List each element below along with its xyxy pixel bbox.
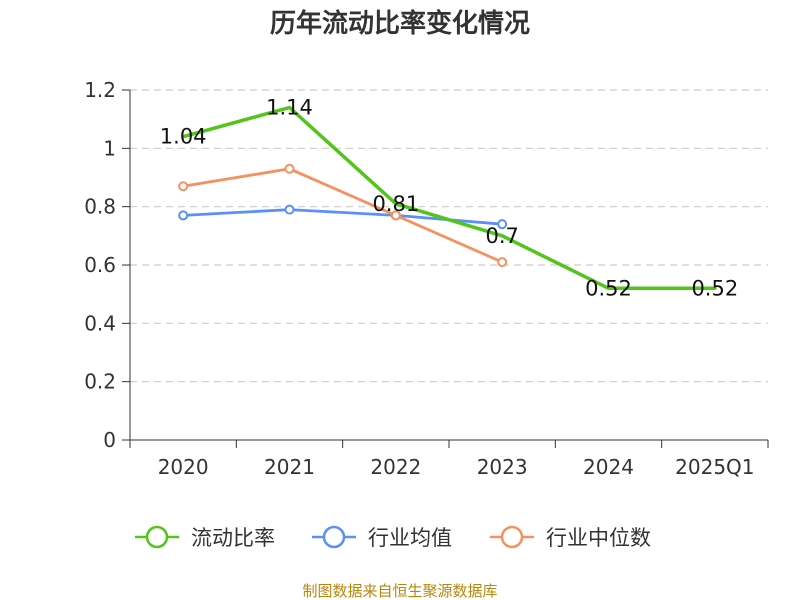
legend-marker bbox=[145, 525, 169, 549]
legend: 流动比率 行业均值 行业中位数 bbox=[135, 525, 651, 550]
data-point bbox=[497, 219, 508, 230]
y-tick-label: 0.8 bbox=[84, 195, 116, 219]
y-tick-label: 0.2 bbox=[84, 370, 116, 394]
y-tick-label: 0 bbox=[103, 428, 116, 452]
grid-lines bbox=[130, 89, 768, 383]
data-point bbox=[178, 210, 189, 221]
data-point bbox=[284, 163, 295, 174]
data-label: 0.7 bbox=[485, 224, 518, 248]
legend-marker bbox=[322, 525, 346, 549]
legend-label: 行业中位数 bbox=[546, 526, 651, 550]
y-tick-label: 0.4 bbox=[84, 311, 116, 335]
x-tick-label: 2020 bbox=[158, 455, 209, 479]
series-line bbox=[181, 105, 717, 291]
chart-title: 历年流动比率变化情况 bbox=[270, 8, 530, 39]
y-tick-label: 1 bbox=[103, 136, 116, 160]
x-tick-label: 2021 bbox=[264, 455, 315, 479]
data-label: 1.04 bbox=[160, 125, 207, 149]
data-point bbox=[178, 181, 189, 192]
data-labels: 1.04 1.14 0.81 0.7 0.52 0.52 bbox=[160, 96, 738, 301]
data-label: 1.14 bbox=[266, 96, 313, 120]
source-note: 制图数据来自恒生聚源数据库 bbox=[302, 582, 497, 600]
data-point bbox=[497, 257, 508, 268]
legend-label: 流动比率 bbox=[191, 526, 275, 550]
x-tick-label: 2025Q1 bbox=[675, 455, 754, 479]
x-tick-label: 2022 bbox=[370, 455, 421, 479]
series-group bbox=[178, 105, 717, 291]
data-point bbox=[390, 210, 401, 221]
y-tick-label: 1.2 bbox=[84, 78, 116, 102]
series-line bbox=[181, 167, 504, 264]
x-tick-label: 2023 bbox=[477, 455, 528, 479]
data-point bbox=[284, 204, 295, 215]
legend-marker bbox=[500, 525, 524, 549]
data-label: 0.81 bbox=[372, 192, 419, 216]
legend-label: 行业均值 bbox=[368, 526, 452, 550]
data-label: 0.52 bbox=[691, 276, 738, 300]
x-tick-label: 2024 bbox=[583, 455, 634, 479]
y-tick-label: 0.6 bbox=[84, 253, 116, 277]
data-label: 0.52 bbox=[585, 276, 632, 300]
